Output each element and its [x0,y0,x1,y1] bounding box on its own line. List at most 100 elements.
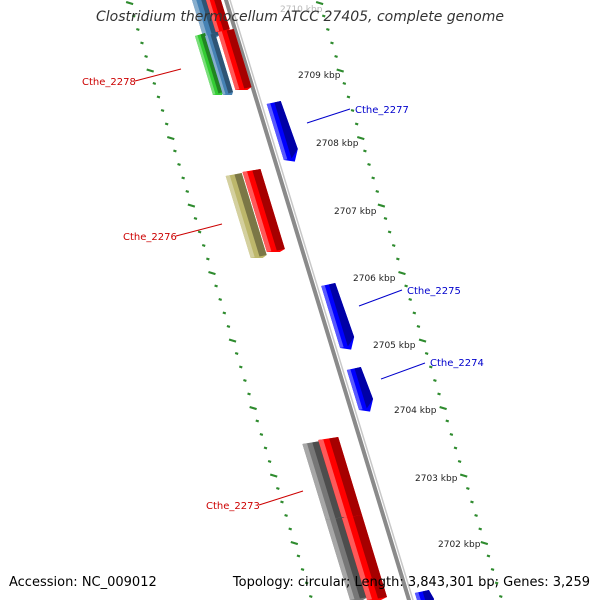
gene-block-red-bottom [341,515,387,600]
right-ruler-tick [350,108,355,112]
right-ruler-tick [453,446,458,450]
gene-block-cthe-2274-highlight [346,369,363,410]
right-ruler-tick [437,392,441,396]
gene-block-cthe-2277 [266,101,298,162]
gene-block-bottom-blue [414,590,435,600]
left-ruler-tick [226,324,231,328]
right-ruler-tick [354,122,359,126]
gene-block-cthe-2274-shade [354,367,374,409]
left-ruler-tick [288,527,293,531]
gene-block-green-highlight [194,35,216,95]
right-ruler-tick [486,554,491,558]
left-ruler-tick [247,392,251,396]
gene-block-steelblue [204,33,233,95]
right-ruler-tick [424,351,429,355]
right-ruler-tick [334,54,338,58]
right-ruler-tick [371,176,375,180]
right-ruler-tick [326,27,330,31]
right-ruler-tick [408,297,413,301]
gene-block-red-bottom-shade [352,515,387,599]
right-ruler-tick [459,473,468,478]
right-ruler-tick [478,527,483,531]
right-ruler-tick [412,311,417,315]
forward-gene-leader [306,108,351,124]
left-ruler-tick [185,189,190,193]
gene-block-steelblue-highlight [204,35,226,95]
gene-block-cthe-2278 [217,29,252,90]
gene-block-gray-1-shade [312,441,344,519]
right-ruler-tick [470,500,474,504]
reverse-gene-leader [175,223,223,237]
left-ruler-tick [140,41,144,45]
reverse-gene-leader [258,490,304,506]
kbp-label: 2702 kbp [438,540,481,550]
gene-block-cthe-2276-highlight [242,171,272,252]
right-ruler-tick [377,203,386,208]
right-ruler-tick [387,230,392,234]
map-title: Clostridium thermocellum ATCC 27405, com… [96,9,504,25]
gene-block-cthe-2277-highlight [266,103,288,160]
right-ruler-tick [321,14,326,18]
right-ruler-tick [398,270,406,276]
kbp-label: 2707 kbp [334,207,377,217]
reverse-gene-label: Cthe_2273 [206,501,260,512]
left-ruler-tick [201,243,206,247]
left-ruler-tick [222,311,227,315]
left-ruler-tick [284,513,288,517]
gene-block-gray-1-highlight [302,443,331,520]
gene-block-cthe-2275-highlight [321,285,344,348]
gene-block-cthe-2276 [242,169,285,252]
kbp-label: 2703 kbp [415,474,458,484]
backbone-highlight [229,0,414,600]
gene-block-cthe-2275 [321,283,355,350]
gene-block-khaki-highlight [225,175,255,258]
tick-layer [125,0,503,598]
right-ruler-tick [363,149,367,153]
kbp-label: 2705 kbp [373,341,416,351]
right-ruler-tick [457,459,462,463]
label-layer: 2710 kbp 2709 kbp 2708 kbp 2707 kbp 2706 kbp… [82,5,484,550]
left-ruler-tick [144,54,148,58]
right-ruler-tick [342,81,347,85]
left-ruler-tick [166,135,175,141]
left-ruler-tick [290,540,299,546]
gene-block-red-bottom-highlight [341,517,372,600]
gene-block-cthe-2276-shade [252,169,285,251]
right-ruler-tick [396,257,400,261]
gene-block-khaki [225,173,267,258]
right-ruler-tick [445,419,450,423]
gene-block-gray-1 [302,441,344,520]
forward-gene-leader [380,362,426,380]
left-ruler-tick [276,486,280,490]
right-ruler-tick [428,365,433,369]
left-ruler-tick [136,27,140,31]
right-ruler-tick [449,432,454,436]
gene-layer [191,0,435,600]
left-ruler-tick [269,473,278,478]
left-ruler-tick [308,594,313,598]
gene-block-top-red [205,0,230,32]
kbp-label: 2706 kbp [353,274,396,284]
left-ruler-tick [193,216,198,220]
right-ruler-tick [474,513,478,517]
gene-block-top-red-highlight [205,0,220,32]
left-ruler-tick [146,68,155,73]
gene-block-cthe-2273-highlight [318,439,347,518]
backbone-line [223,0,412,600]
left-ruler-tick [228,338,237,343]
left-ruler-tick [160,108,165,112]
kbp-label: 2704 kbp [394,406,437,416]
left-ruler-tick [177,162,181,166]
left-ruler-tick [187,203,196,208]
left-ruler-tick [164,122,169,126]
left-ruler-tick [206,257,210,261]
right-ruler-tick [336,68,345,73]
forward-gene-leader [358,289,403,307]
accession-text: Accession: NC_009012 [9,575,157,590]
left-ruler-tick [296,554,301,558]
left-ruler-tick [218,297,223,301]
right-ruler-tick [494,581,499,585]
gene-block-bottom-blue-shade [422,590,435,600]
backbone-layer [223,0,414,600]
